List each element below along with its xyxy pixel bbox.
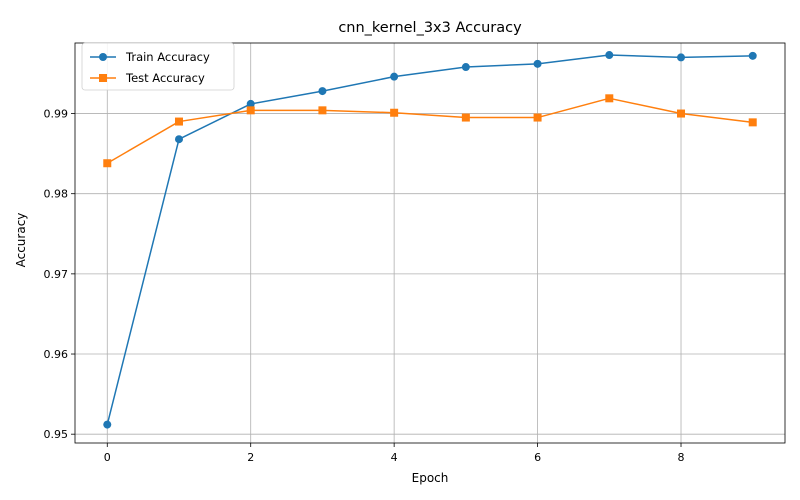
x-tick-label: 4 xyxy=(391,451,398,464)
y-axis-label: Accuracy xyxy=(14,213,28,268)
y-tick-label: 0.98 xyxy=(44,188,69,201)
data-point-square xyxy=(174,117,183,126)
data-point-square xyxy=(677,109,686,118)
legend-item: Test Accuracy xyxy=(90,71,205,85)
legend-circle-marker xyxy=(99,53,107,61)
data-point-circle xyxy=(318,87,327,96)
data-point-circle xyxy=(605,51,614,60)
chart-title: cnn_kernel_3x3 Accuracy xyxy=(338,20,522,36)
x-tick-label: 6 xyxy=(534,451,541,464)
data-point-circle xyxy=(103,420,112,429)
data-point-circle xyxy=(390,72,399,81)
data-point-square xyxy=(246,106,255,115)
series-test-accuracy xyxy=(103,94,757,168)
data-point-square xyxy=(461,113,470,122)
legend-box xyxy=(81,42,235,91)
plot-frame xyxy=(74,42,786,444)
series-line xyxy=(106,54,753,425)
data-point-square xyxy=(318,106,327,115)
legend-item: Train Accuracy xyxy=(90,50,210,64)
x-tick-label: 8 xyxy=(678,451,685,464)
data-point-square xyxy=(103,159,112,168)
series-train-accuracy xyxy=(103,51,757,429)
data-point-circle xyxy=(461,63,470,72)
data-point-circle xyxy=(533,59,542,68)
data-point-circle xyxy=(246,99,255,108)
y-tick-label: 0.96 xyxy=(44,348,69,361)
data-point-circle xyxy=(748,51,757,60)
data-point-square xyxy=(390,108,399,117)
data-point-square xyxy=(605,94,614,103)
data-point-square xyxy=(748,118,757,127)
data-point-circle xyxy=(677,53,686,62)
y-tick-label: 0.99 xyxy=(44,108,69,121)
x-tick-label: 2 xyxy=(247,451,254,464)
axes: 0 2 4 6 8 0.95 0.96 0.97 0.98 0.99 xyxy=(44,42,786,464)
data-point-square xyxy=(533,113,542,122)
series-layer xyxy=(103,51,757,429)
y-tick-label: 0.97 xyxy=(44,268,69,281)
legend: Train Accuracy Test Accuracy xyxy=(81,42,235,91)
legend-square-marker xyxy=(99,74,107,82)
y-tick-label: 0.95 xyxy=(44,428,69,441)
legend-label: Train Accuracy xyxy=(125,50,210,64)
data-point-circle xyxy=(174,135,183,144)
legend-label: Test Accuracy xyxy=(125,71,205,85)
x-axis-label: Epoch xyxy=(412,471,449,485)
series-line xyxy=(106,97,753,164)
x-tick-label: 0 xyxy=(104,451,111,464)
